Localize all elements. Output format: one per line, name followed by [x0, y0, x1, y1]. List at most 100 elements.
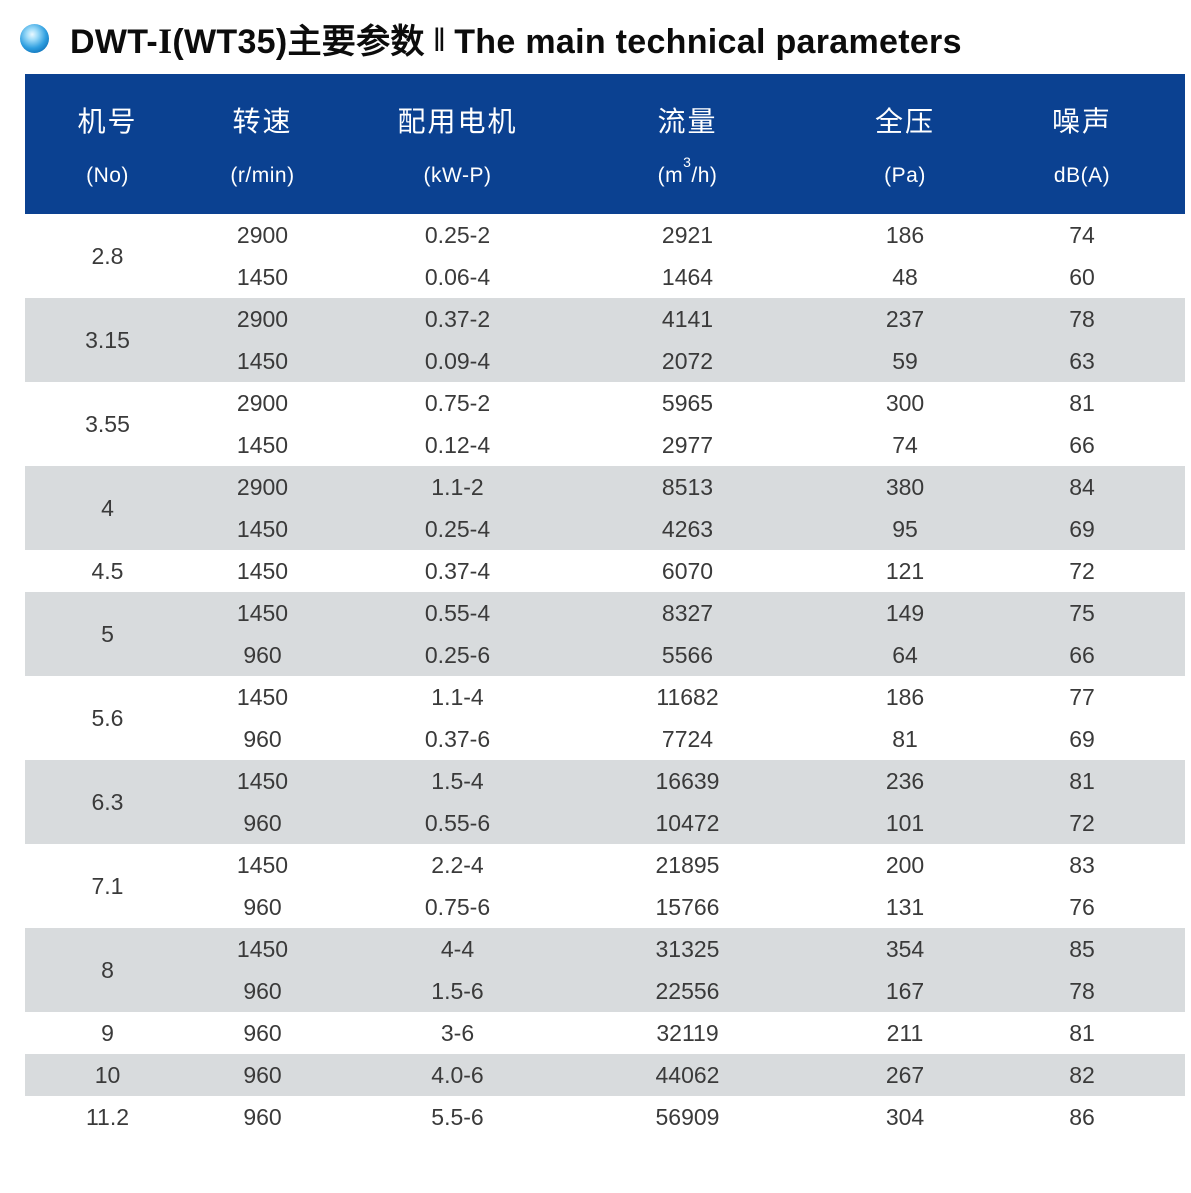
- noise-cell: 84: [1015, 466, 1185, 508]
- pressure-cell: 267: [795, 1054, 1015, 1096]
- noise-cell: 69: [1015, 718, 1185, 760]
- page-header: DWT-I(WT35)主要参数 ‖ The main technical param…: [0, 0, 1191, 74]
- title-model-prefix: DWT-: [70, 22, 159, 61]
- table-header: 机号 (No) 转速 (r/min) 配用电机 (kW-P) 流量 (m3/h)…: [25, 74, 1185, 214]
- table-row: 7.1 1450 2.2-4 21895 200 83: [25, 844, 1185, 928]
- col-header-motor-unit: (kW-P): [423, 164, 492, 187]
- pressure-cell: 211: [795, 1012, 1015, 1054]
- model-no-cell: 6.3: [25, 760, 190, 844]
- noise-cell: 81: [1015, 1012, 1185, 1054]
- speed-cell: 960: [190, 718, 335, 760]
- speed-cell: 2900: [190, 214, 335, 256]
- motor-cell: 0.09-4: [335, 340, 580, 382]
- title-divider-icon: ‖: [432, 21, 447, 58]
- motor-cell: 0.25-6: [335, 634, 580, 676]
- table-row: 8 1450 4-4 31325 354 85: [25, 928, 1185, 1012]
- speed-cell: 1450: [190, 676, 335, 718]
- speed-cell: 1450: [190, 550, 335, 592]
- table-row: 960 0.55-6 10472 101 72: [25, 802, 1185, 844]
- col-header-no-cn: 机号: [77, 106, 138, 137]
- motor-cell: 0.25-4: [335, 508, 580, 550]
- header-row: 机号 (No) 转速 (r/min) 配用电机 (kW-P) 流量 (m3/h)…: [25, 74, 1185, 214]
- noise-cell: 66: [1015, 424, 1185, 466]
- flow-cell: 7724: [580, 718, 795, 760]
- table-row: 1450 0.12-4 2977 74 66: [25, 424, 1185, 466]
- motor-cell: 4.0-6: [335, 1054, 580, 1096]
- model-no-cell: 4: [25, 466, 190, 550]
- pressure-cell: 300: [795, 382, 1015, 424]
- flow-cell: 10472: [580, 802, 795, 844]
- col-header-flow-cn: 流量: [657, 106, 718, 137]
- flow-cell: 5965: [580, 382, 795, 424]
- speed-cell: 1450: [190, 844, 335, 886]
- model-no-cell: 5: [25, 592, 190, 676]
- motor-cell: 5.5-6: [335, 1096, 580, 1138]
- flow-cell: 8327: [580, 592, 795, 634]
- speed-cell: 1450: [190, 760, 335, 802]
- table-row: 10 960 4.0-6 44062 267 82: [25, 1054, 1185, 1096]
- table-row: 6.3 1450 1.5-4 16639 236 81: [25, 760, 1185, 844]
- noise-cell: 72: [1015, 802, 1185, 844]
- flow-cell: 1464: [580, 256, 795, 298]
- col-header-noise-unit: dB(A): [1053, 164, 1111, 187]
- flow-unit-post: /h): [691, 164, 718, 187]
- noise-cell: 69: [1015, 508, 1185, 550]
- col-header-flow: 流量 (m3/h): [580, 74, 795, 214]
- pressure-cell: 304: [795, 1096, 1015, 1138]
- speed-cell: 2900: [190, 466, 335, 508]
- motor-cell: 0.75-2: [335, 382, 580, 424]
- pressure-cell: 131: [795, 886, 1015, 928]
- flow-unit-pre: (m: [657, 164, 684, 187]
- speed-cell: 960: [190, 1054, 335, 1096]
- table-body: 2.8 2900 0.25-2 2921 186 74 1450 0.06-4 1464 48 60…: [25, 214, 1185, 1138]
- flow-cell: 56909: [580, 1096, 795, 1138]
- noise-cell: 72: [1015, 550, 1185, 592]
- pressure-cell: 237: [795, 298, 1015, 340]
- noise-cell: 82: [1015, 1054, 1185, 1096]
- speed-cell: 1450: [190, 256, 335, 298]
- flow-cell: 16639: [580, 760, 795, 802]
- noise-cell: 81: [1015, 382, 1185, 424]
- noise-cell: 66: [1015, 634, 1185, 676]
- speed-cell: 960: [190, 886, 335, 928]
- table-row: 1450 0.25-4 4263 95 69: [25, 508, 1185, 550]
- pressure-cell: 354: [795, 928, 1015, 970]
- parameters-table: 机号 (No) 转速 (r/min) 配用电机 (kW-P) 流量 (m3/h)…: [25, 74, 1185, 1138]
- flow-cell: 8513: [580, 466, 795, 508]
- title-english: The main technical parameters: [454, 22, 962, 61]
- noise-cell: 83: [1015, 844, 1185, 886]
- pressure-cell: 167: [795, 970, 1015, 1012]
- model-no-cell: 5.6: [25, 676, 190, 760]
- motor-cell: 0.75-6: [335, 886, 580, 928]
- table-row: 1450 0.06-4 1464 48 60: [25, 256, 1185, 298]
- flow-cell: 21895: [580, 844, 795, 886]
- table-row: 9 960 3-6 32119 211 81: [25, 1012, 1185, 1054]
- pressure-cell: 186: [795, 214, 1015, 256]
- col-header-pressure-cn: 全压: [874, 106, 935, 137]
- model-no-cell: 3.55: [25, 382, 190, 466]
- motor-cell: 0.06-4: [335, 256, 580, 298]
- motor-cell: 4-4: [335, 928, 580, 970]
- table-row: 11.2 960 5.5-6 56909 304 86: [25, 1096, 1185, 1138]
- pressure-cell: 200: [795, 844, 1015, 886]
- table-row: 2.8 2900 0.25-2 2921 186 74: [25, 214, 1185, 298]
- title-roman-numeral: I: [158, 20, 173, 61]
- flow-cell: 15766: [580, 886, 795, 928]
- speed-cell: 1450: [190, 424, 335, 466]
- speed-cell: 2900: [190, 298, 335, 340]
- motor-cell: 0.55-6: [335, 802, 580, 844]
- motor-cell: 1.1-4: [335, 676, 580, 718]
- speed-cell: 2900: [190, 382, 335, 424]
- table-row: 5.6 1450 1.1-4 11682 186 77: [25, 676, 1185, 760]
- col-header-pressure-unit: (Pa): [884, 164, 926, 187]
- noise-cell: 77: [1015, 676, 1185, 718]
- pressure-cell: 48: [795, 256, 1015, 298]
- table-row: 960 0.37-6 7724 81 69: [25, 718, 1185, 760]
- motor-cell: 1.5-4: [335, 760, 580, 802]
- col-header-no: 机号 (No): [25, 74, 190, 214]
- flow-unit-sup: 3: [683, 154, 692, 170]
- speed-cell: 960: [190, 1096, 335, 1138]
- speed-cell: 960: [190, 1012, 335, 1054]
- flow-cell: 44062: [580, 1054, 795, 1096]
